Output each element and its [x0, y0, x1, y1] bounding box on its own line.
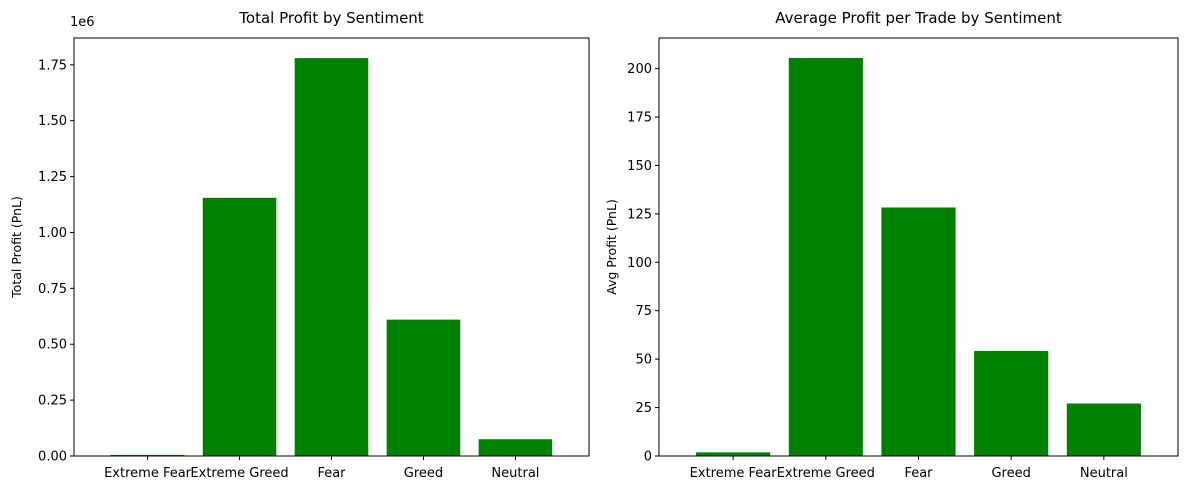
x-tick-label: Extreme Fear: [690, 466, 778, 481]
chart-title: Average Profit per Trade by Sentiment: [775, 9, 1062, 27]
y-axis-label: Avg Profit (PnL): [604, 199, 619, 295]
y-tick-label: 0.50: [38, 338, 67, 353]
chart-title: Total Profit by Sentiment: [238, 9, 424, 27]
x-tick-label: Fear: [904, 466, 933, 481]
y-tick-label: 75: [635, 304, 652, 319]
x-tick-label: Greed: [991, 466, 1030, 481]
bar-neutral: [1066, 403, 1141, 456]
y-tick-label: 0.25: [38, 394, 67, 409]
bar-extreme-fear: [696, 452, 771, 456]
x-tick-label: Fear: [317, 466, 346, 481]
bar-fear: [294, 58, 369, 457]
bar-extreme-greed: [788, 57, 863, 456]
y-scale-label: 1e6: [70, 15, 95, 30]
x-tick-label: Extreme Greed: [777, 466, 875, 481]
x-tick-label: Extreme Greed: [190, 466, 288, 481]
bar-greed: [974, 351, 1049, 456]
x-tick-label: Extreme Fear: [104, 466, 192, 481]
y-tick-label: 50: [635, 353, 652, 368]
y-tick-label: 1.50: [38, 114, 67, 129]
y-tick-label: 1.75: [38, 58, 67, 73]
y-tick-label: 0: [644, 450, 652, 465]
y-tick-label: 150: [627, 159, 652, 174]
y-tick-label: 1.00: [38, 226, 67, 241]
bar-greed: [386, 319, 461, 456]
bar-fear: [881, 207, 956, 456]
y-axis-label: Total Profit (PnL): [9, 196, 24, 299]
bar-extreme-fear: [110, 454, 185, 456]
bar-neutral: [478, 439, 553, 456]
y-tick-label: 175: [627, 111, 652, 126]
y-tick-label: 0.75: [38, 282, 67, 297]
bar-extreme-greed: [202, 197, 277, 456]
y-tick-label: 0.00: [38, 450, 67, 465]
y-tick-label: 1.25: [38, 170, 67, 185]
y-tick-label: 200: [627, 62, 652, 77]
y-tick-label: 100: [627, 256, 652, 271]
x-tick-label: Neutral: [491, 466, 539, 481]
x-tick-label: Neutral: [1080, 466, 1128, 481]
y-tick-label: 25: [635, 401, 652, 416]
x-tick-label: Greed: [404, 466, 443, 481]
y-tick-label: 125: [627, 207, 652, 222]
